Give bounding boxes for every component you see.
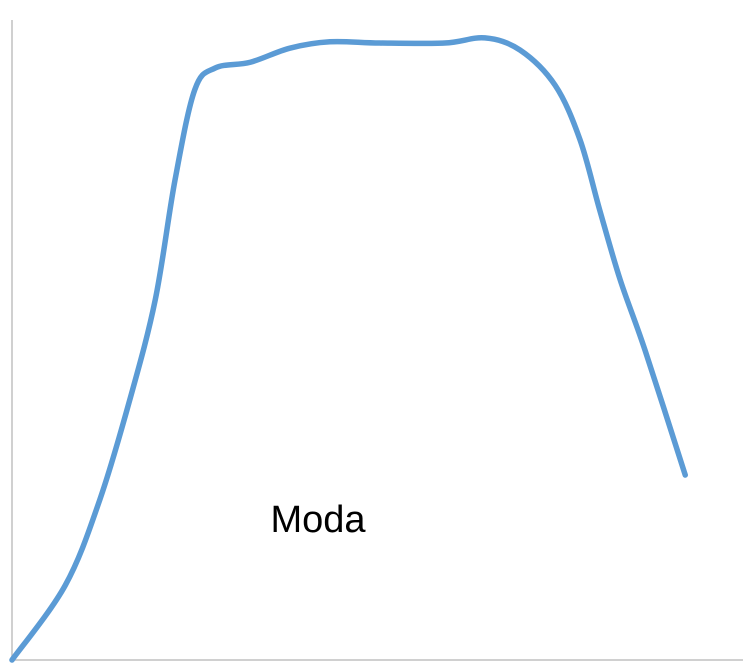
line (9, 35, 689, 663)
annotation: Moda (270, 499, 366, 541)
